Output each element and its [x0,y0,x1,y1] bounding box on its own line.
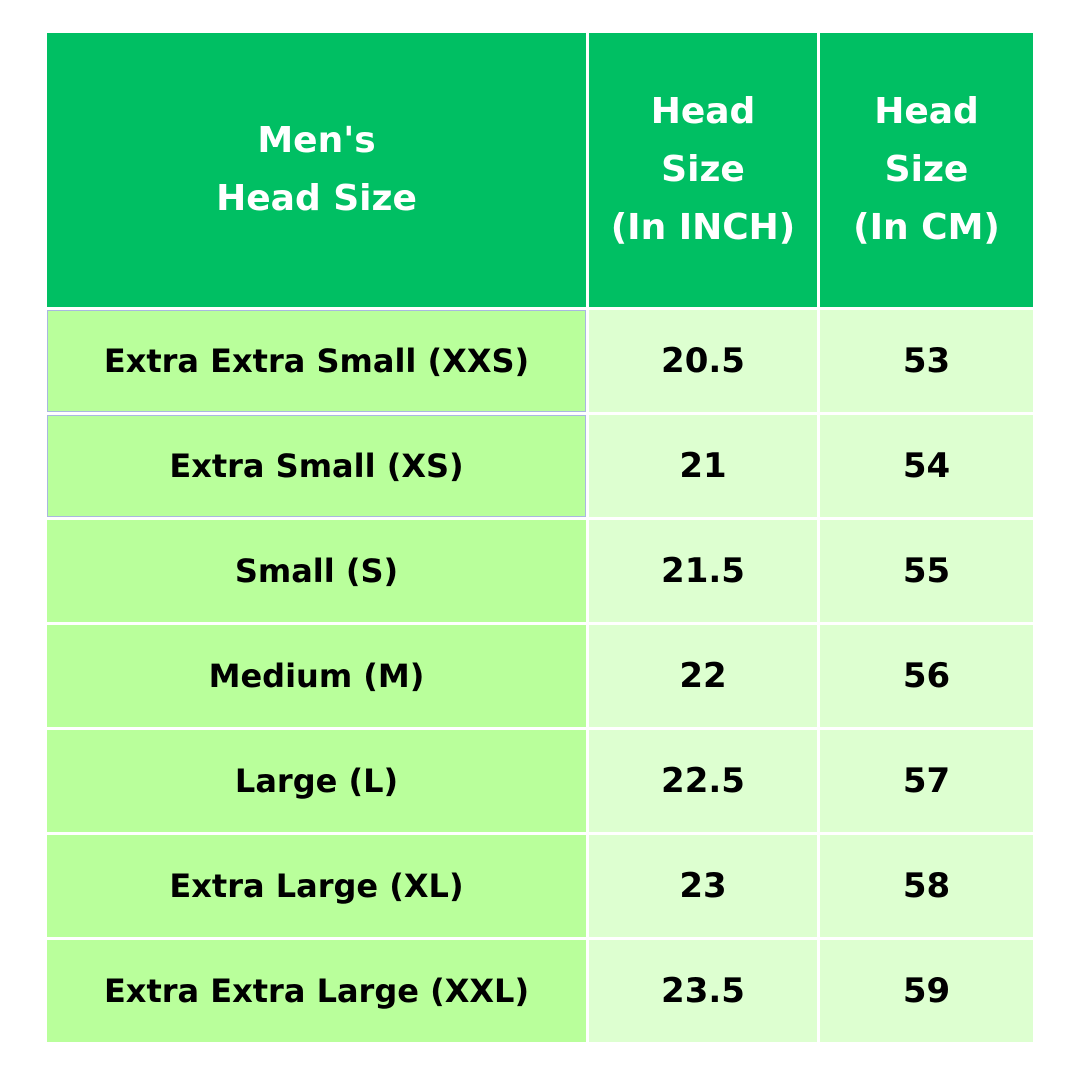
inch-value-cell: 23 [589,835,817,937]
cm-value-cell: 53 [820,310,1033,412]
cm-value-cell: 55 [820,520,1033,622]
cm-value-cell: 59 [820,940,1033,1042]
inch-value-cell: 21 [589,415,817,517]
size-name-cell: Extra Extra Small (XXS) [47,310,586,412]
inch-value-cell: 23.5 [589,940,817,1042]
size-name-cell: Extra Large (XL) [47,835,586,937]
inch-value-cell: 22 [589,625,817,727]
head-size-table: Men's Head Size Head Size (In INCH) Head… [47,33,1033,1042]
cm-value-cell: 54 [820,415,1033,517]
header-mens-head-size: Men's Head Size [47,33,586,307]
cm-value-cell: 57 [820,730,1033,832]
inch-value-cell: 21.5 [589,520,817,622]
size-name-cell: Extra Extra Large (XXL) [47,940,586,1042]
header-head-size-cm: Head Size (In CM) [820,33,1033,307]
header-head-size-inch: Head Size (In INCH) [589,33,817,307]
inch-value-cell: 22.5 [589,730,817,832]
size-name-cell: Extra Small (XS) [47,415,586,517]
size-name-cell: Large (L) [47,730,586,832]
inch-value-cell: 20.5 [589,310,817,412]
size-name-cell: Small (S) [47,520,586,622]
cm-value-cell: 58 [820,835,1033,937]
size-name-cell: Medium (M) [47,625,586,727]
cm-value-cell: 56 [820,625,1033,727]
